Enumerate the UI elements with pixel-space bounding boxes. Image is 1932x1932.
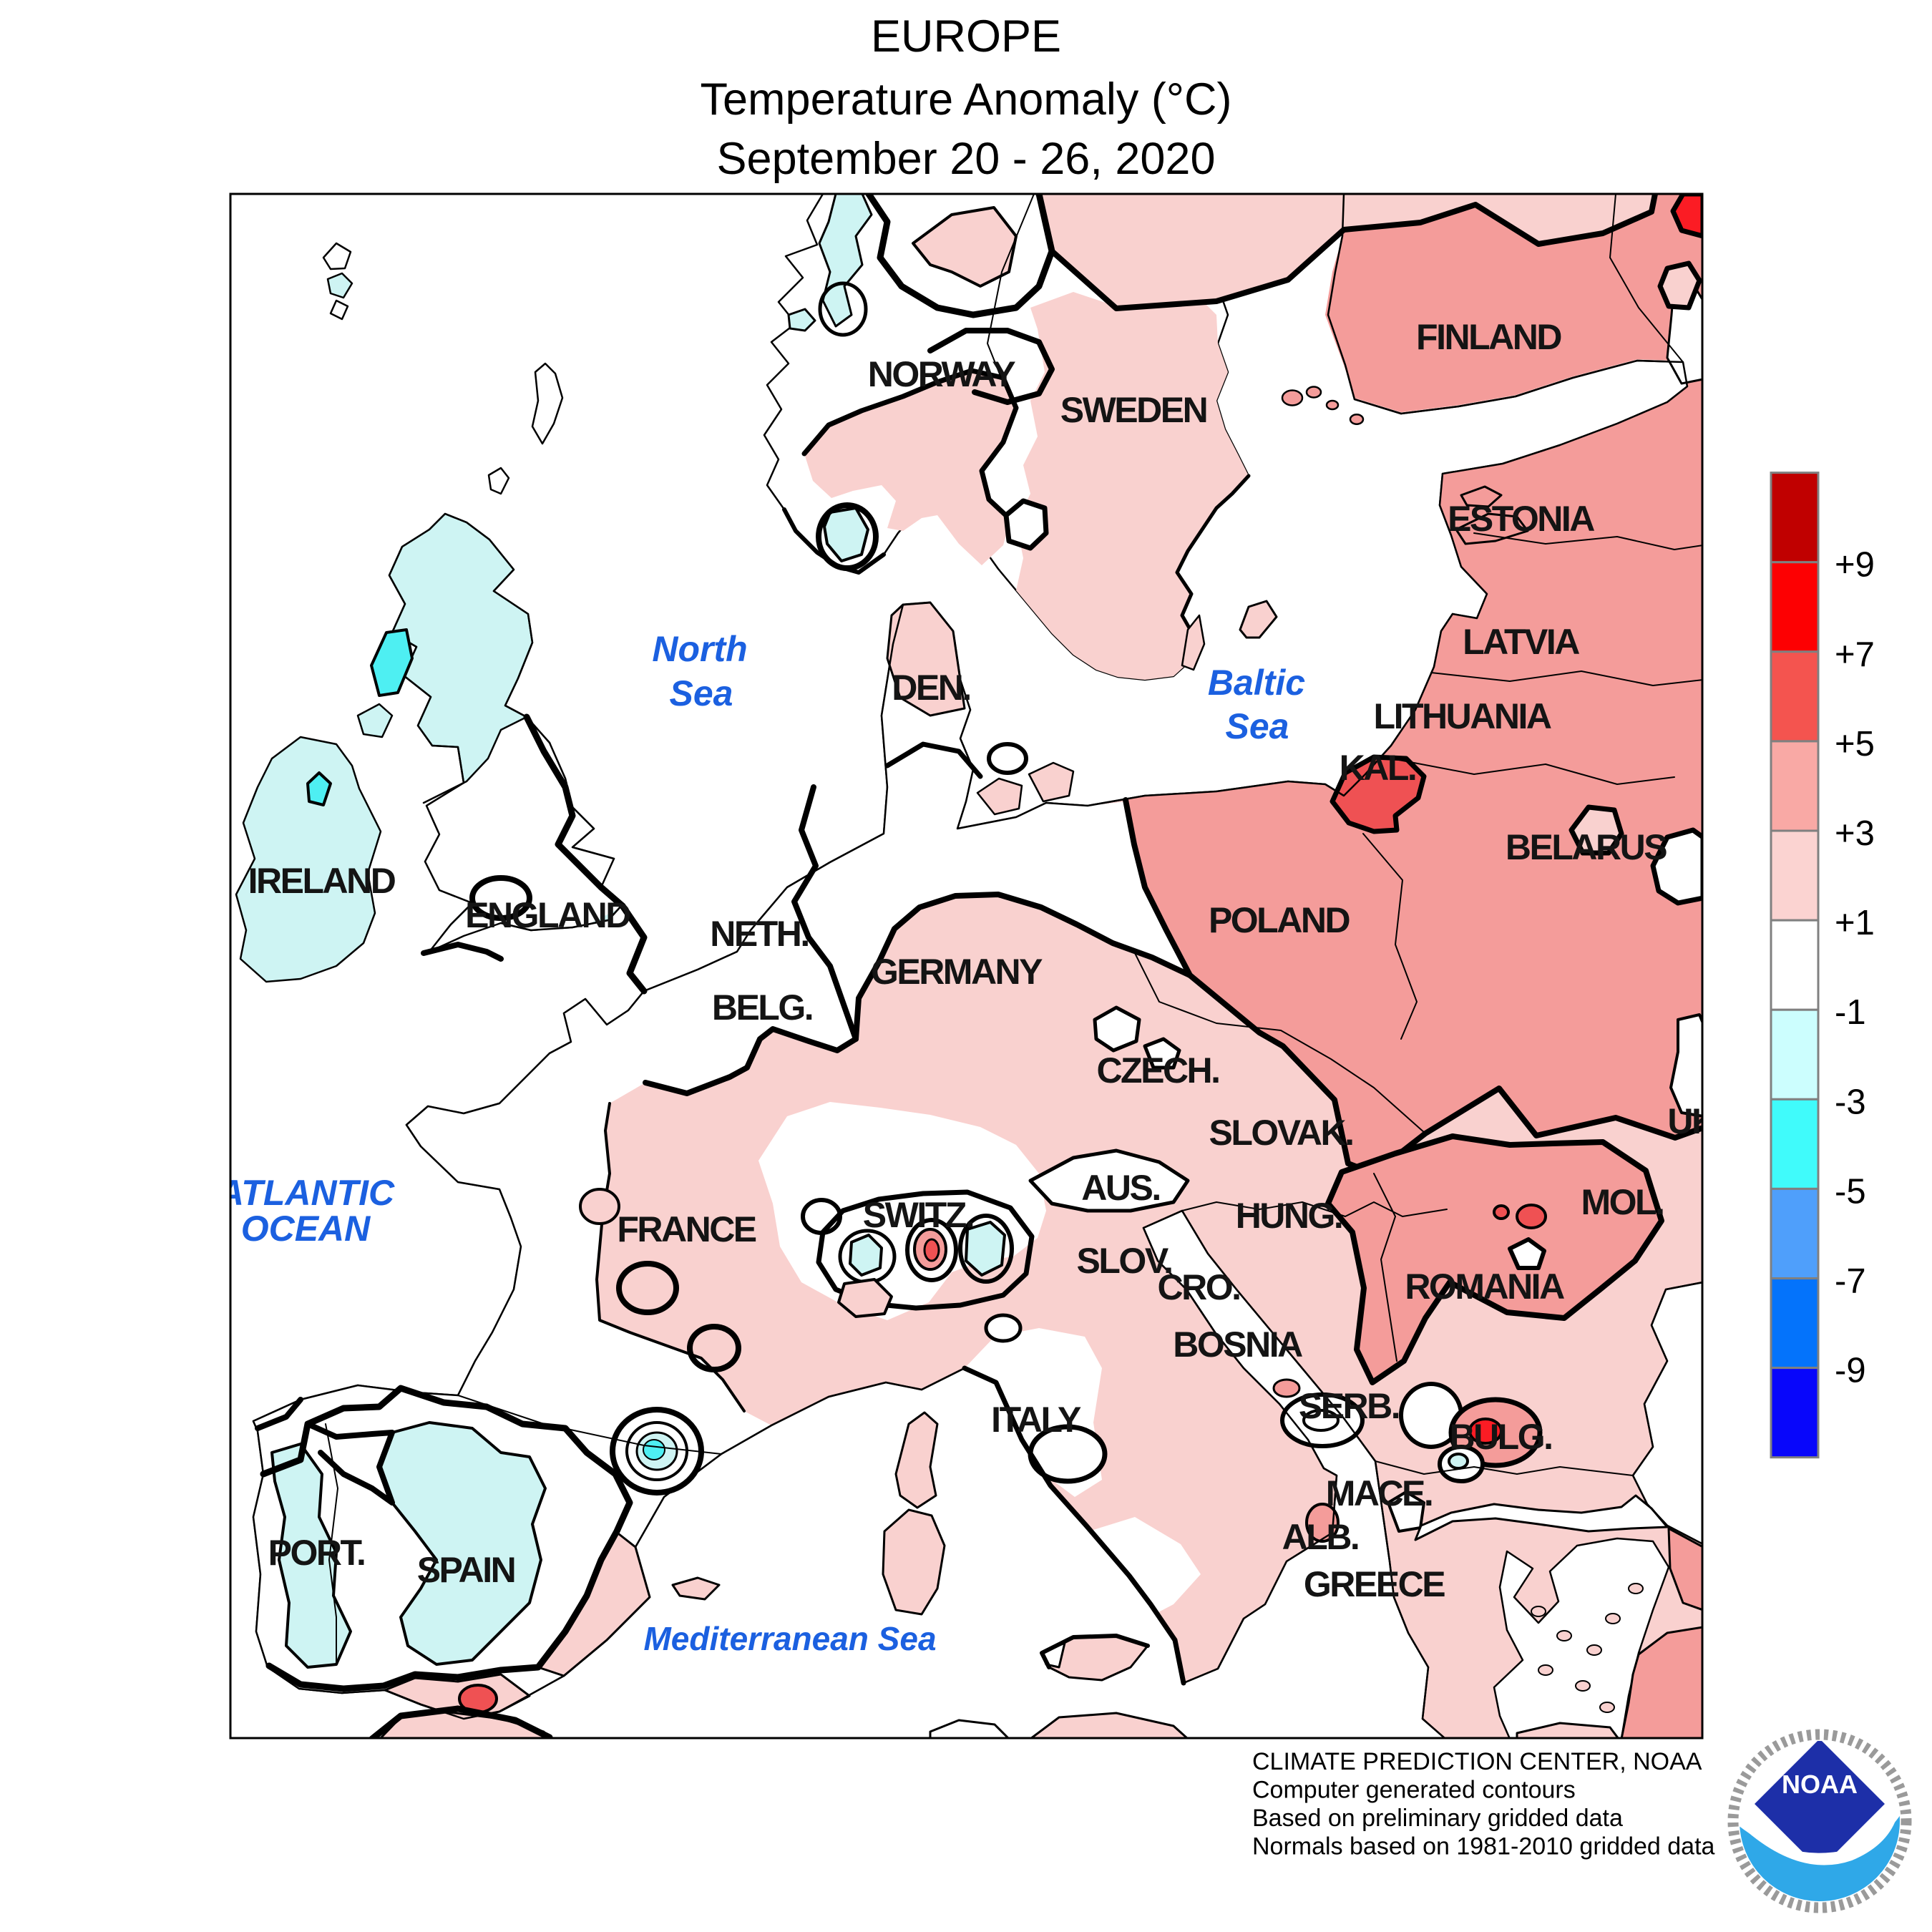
svg-text:-3: -3: [1835, 1083, 1866, 1121]
svg-text:Computer generated contours: Computer generated contours: [1252, 1777, 1576, 1804]
svg-text:SPAIN: SPAIN: [417, 1550, 515, 1590]
svg-text:SWITZ.: SWITZ.: [863, 1195, 973, 1235]
svg-text:+7: +7: [1835, 635, 1875, 674]
svg-text:Sea: Sea: [670, 673, 733, 713]
svg-text:ATLANTIC: ATLANTIC: [217, 1173, 395, 1213]
svg-text:AUS.: AUS.: [1081, 1168, 1159, 1208]
svg-text:CLIMATE PREDICTION CENTER, NOA: CLIMATE PREDICTION CENTER, NOAA: [1252, 1748, 1702, 1775]
svg-text:September 20 - 26, 2020: September 20 - 26, 2020: [717, 134, 1216, 184]
svg-text:North: North: [652, 629, 747, 669]
svg-text:UK: UK: [1667, 1101, 1717, 1141]
svg-text:Sea: Sea: [1226, 706, 1289, 746]
svg-text:BELG.: BELG.: [712, 987, 812, 1028]
svg-text:+3: +3: [1835, 814, 1875, 853]
svg-text:+9: +9: [1835, 546, 1875, 585]
svg-text:HUNG.: HUNG.: [1236, 1196, 1342, 1236]
svg-text:LATVIA: LATVIA: [1463, 622, 1579, 662]
svg-text:FRANCE: FRANCE: [617, 1209, 756, 1249]
svg-text:PORT.: PORT.: [268, 1533, 365, 1573]
svg-text:BELARUS: BELARUS: [1506, 827, 1667, 867]
svg-text:DEN.: DEN.: [892, 668, 970, 708]
svg-text:Temperature Anomaly (°C): Temperature Anomaly (°C): [701, 74, 1232, 125]
svg-text:EUROPE: EUROPE: [871, 11, 1061, 62]
svg-text:ALB.: ALB.: [1282, 1517, 1359, 1557]
svg-text:IRELAND: IRELAND: [248, 861, 396, 901]
svg-text:SLOVAK.: SLOVAK.: [1209, 1113, 1352, 1153]
svg-text:GREECE: GREECE: [1304, 1564, 1445, 1604]
svg-text:BULG.: BULG.: [1449, 1417, 1551, 1457]
svg-text:+5: +5: [1835, 725, 1875, 763]
svg-text:Based on preliminary gridded d: Based on preliminary gridded data: [1252, 1805, 1623, 1832]
svg-text:-5: -5: [1835, 1172, 1866, 1211]
svg-text:OCEAN: OCEAN: [241, 1209, 371, 1249]
svg-text:-1: -1: [1835, 993, 1866, 1032]
svg-text:ENGLAND: ENGLAND: [465, 895, 630, 935]
svg-text:Baltic: Baltic: [1208, 663, 1305, 703]
svg-text:-9: -9: [1835, 1352, 1866, 1390]
svg-text:POLAND: POLAND: [1209, 900, 1350, 940]
svg-text:-7: -7: [1835, 1262, 1866, 1301]
svg-text:NORWAY: NORWAY: [868, 354, 1016, 394]
svg-text:Mediterranean Sea: Mediterranean Sea: [643, 1620, 936, 1657]
svg-text:SERB.: SERB.: [1299, 1386, 1399, 1426]
svg-text:GERMANY: GERMANY: [871, 952, 1043, 992]
svg-text:CRO.: CRO.: [1158, 1267, 1240, 1307]
svg-text:LITHUANIA: LITHUANIA: [1374, 696, 1551, 736]
svg-text:+1: +1: [1835, 904, 1875, 942]
svg-text:KAL.: KAL.: [1340, 748, 1416, 788]
svg-text:MACE.: MACE.: [1326, 1473, 1433, 1513]
svg-text:SWEDEN: SWEDEN: [1060, 390, 1206, 430]
svg-text:ROMANIA: ROMANIA: [1405, 1267, 1564, 1307]
svg-text:CZECH.: CZECH.: [1096, 1050, 1219, 1091]
svg-text:ITALY: ITALY: [991, 1400, 1081, 1440]
svg-text:NOAA: NOAA: [1782, 1770, 1858, 1799]
svg-text:MOL.: MOL.: [1581, 1182, 1664, 1222]
svg-text:ESTONIA: ESTONIA: [1448, 499, 1594, 539]
svg-text:FINLAND: FINLAND: [1416, 317, 1561, 357]
svg-text:NETH.: NETH.: [710, 914, 809, 954]
svg-text:Normals based on 1981-2010 gri: Normals based on 1981-2010 gridded data: [1252, 1833, 1715, 1860]
svg-text:SLOV.: SLOV.: [1077, 1241, 1172, 1281]
svg-text:BOSNIA: BOSNIA: [1173, 1324, 1302, 1365]
